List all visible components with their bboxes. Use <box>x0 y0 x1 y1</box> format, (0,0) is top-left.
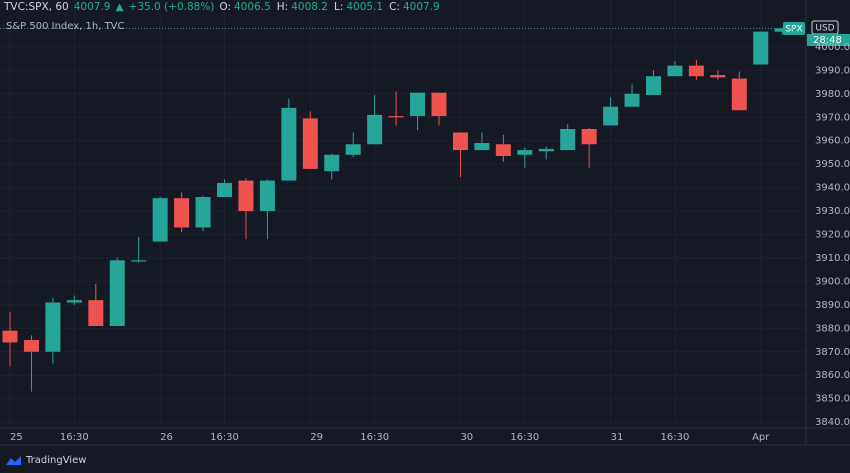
ohlc-value: 4006.5 <box>234 1 271 13</box>
candles <box>2 27 790 392</box>
candle-body <box>731 78 747 111</box>
candle-body <box>66 300 82 303</box>
legend: TVC:SPX, 60 4007.9 ▲ +35.0 (+0.88%) O: 40… <box>4 1 443 13</box>
y-tick-label: 3880.0 <box>815 323 850 334</box>
y-tick-label: 3950.0 <box>815 159 850 170</box>
candle-body <box>195 196 211 228</box>
candle-body <box>753 31 769 65</box>
candle-body <box>517 150 533 155</box>
symbol-tag-text: SPX <box>785 25 802 35</box>
candle-body <box>624 93 640 107</box>
y-tick-label: 3910.0 <box>815 253 850 264</box>
ohlc-value: 4008.2 <box>291 1 328 13</box>
candle-body <box>431 92 447 117</box>
x-tick-label: 16:30 <box>661 432 690 443</box>
y-tick-label: 3930.0 <box>815 206 850 217</box>
y-tick-label: 3990.0 <box>815 65 850 76</box>
change: +35.0 (+0.88%) <box>128 1 215 13</box>
ohlc-value: 4007.9 <box>402 1 440 13</box>
candle-body <box>281 107 297 181</box>
y-tick-label: 3980.0 <box>815 89 850 100</box>
x-tick-label: 29 <box>310 432 323 443</box>
y-tick-label: 3890.0 <box>815 300 850 311</box>
candle-body <box>452 132 468 151</box>
x-tick-label: 16:30 <box>210 432 239 443</box>
logo <box>6 455 21 465</box>
arrow: ▲ <box>115 1 124 13</box>
candle-body <box>367 114 383 145</box>
x-tick-label: 16:30 <box>510 432 539 443</box>
y-tick-label: 3970.0 <box>815 112 850 123</box>
y-tick-label: 3840.0 <box>815 417 850 428</box>
x-tick-label: 31 <box>611 432 624 443</box>
candle-body <box>23 340 39 352</box>
candle-body <box>560 128 576 151</box>
candle-body <box>774 28 790 32</box>
candle-body <box>238 180 254 212</box>
candle-body <box>410 92 426 117</box>
x-tick-label: 30 <box>460 432 473 443</box>
ohlc-value: 4005.1 <box>346 1 384 13</box>
y-tick-label: 3940.0 <box>815 183 850 194</box>
y-tick-label: 3960.0 <box>815 136 850 147</box>
last-price: 4007.9 <box>73 1 111 13</box>
ohlc-label: C: <box>389 1 400 13</box>
candle-body <box>538 148 554 152</box>
y-tick-label: 3850.0 <box>815 394 850 405</box>
candle-body <box>174 198 190 228</box>
brand: TradingView <box>26 455 87 466</box>
candle-body <box>302 118 318 169</box>
candle-body <box>2 330 18 343</box>
candle-body <box>688 65 704 77</box>
y-tick-label: 4000.0 <box>815 42 850 53</box>
candle-body <box>109 260 125 326</box>
y-tick-label: 3860.0 <box>815 370 850 381</box>
candle-body <box>646 76 661 95</box>
candle-body <box>710 75 726 78</box>
candle-body <box>345 144 361 155</box>
footer: TradingView <box>6 455 86 466</box>
candle-body <box>45 302 61 352</box>
candle-body <box>474 143 490 151</box>
subtitle: S&P 500 Index, 1h, TVC <box>6 21 125 32</box>
x-tick-label: 16:30 <box>360 432 389 443</box>
candle-body <box>388 116 404 118</box>
candle-body <box>152 198 168 242</box>
ohlc-label: L: <box>333 1 344 13</box>
ohlc-label: O: <box>219 1 232 13</box>
ohlc-label: H: <box>276 1 289 13</box>
symbol: TVC:SPX, 60 <box>4 1 69 13</box>
x-tick-label: Apr <box>752 432 770 443</box>
countdown-tag <box>807 34 850 46</box>
symbol-tag <box>783 22 805 35</box>
candle-body <box>495 144 511 156</box>
ohlc: O: 4006.5 H: 4008.2 L: 4005.1 C: 4007.9 <box>219 1 442 13</box>
grid <box>0 0 806 428</box>
x-tick-label: 16:30 <box>60 432 89 443</box>
y-tick-label: 3900.0 <box>815 276 850 287</box>
countdown: 28:48 <box>813 35 842 46</box>
candle-body <box>131 260 147 262</box>
candle-body <box>217 182 232 197</box>
x-tick-label: 25 <box>10 432 23 443</box>
candle-body <box>603 106 619 126</box>
x-tick-label: 26 <box>160 432 173 443</box>
candle-body <box>667 65 683 77</box>
candle-body <box>581 128 597 145</box>
currency-tag-text: USD <box>815 24 834 34</box>
candle-body <box>324 154 340 172</box>
y-tick-label: 3920.0 <box>815 230 850 241</box>
candle-body <box>88 300 104 326</box>
y-tick-label: 3870.0 <box>815 347 850 358</box>
candle-body <box>259 180 275 212</box>
